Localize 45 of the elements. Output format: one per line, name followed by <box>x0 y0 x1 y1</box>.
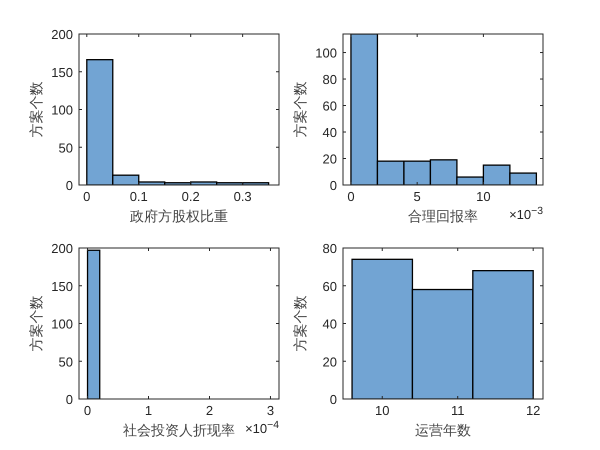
y-tick-label: 80 <box>322 241 337 256</box>
y-tick-label: 100 <box>51 316 73 332</box>
x-tick-label: 0.1 <box>130 189 148 204</box>
x-tick-label: 5 <box>414 189 421 204</box>
x-tick-label: 12 <box>526 403 540 418</box>
y-tick-label: 40 <box>322 316 337 332</box>
y-tick-label: 50 <box>58 354 73 370</box>
text: ×10$^{−3}$ <box>509 206 544 222</box>
x-tick-label: 2 <box>206 403 214 418</box>
y-tick-label: 0 <box>330 392 337 407</box>
x-tick-label: 1 <box>144 403 152 418</box>
y-tick-label: 150 <box>51 278 73 294</box>
x-tick-label: 0 <box>347 189 355 204</box>
y-tick-label: 40 <box>322 125 337 140</box>
y-axis-title: 方案个数 <box>28 82 45 138</box>
y-tick-label: 60 <box>322 278 337 294</box>
y-tick-label: 200 <box>51 241 73 256</box>
x-axis-title: 合理回报率 <box>408 209 478 225</box>
x-tick-label: 0.3 <box>234 189 252 204</box>
y-tick-label: 100 <box>51 102 73 118</box>
y-axis-title: 方案个数 <box>292 82 309 138</box>
x-axis-title: 政府方股权比重 <box>130 209 228 225</box>
y-tick-label: 150 <box>51 64 73 80</box>
x-tick-label: 11 <box>450 403 464 418</box>
x-tick-label: 10 <box>476 189 491 204</box>
text: ×10$^{−4}$ <box>245 420 280 436</box>
y-tick-label: 0 <box>66 392 73 407</box>
y-tick-label: 0 <box>66 178 73 193</box>
y-tick-label: 80 <box>322 72 337 88</box>
y-tick-label: 60 <box>322 98 337 114</box>
y-axis-title: 方案个数 <box>28 296 45 352</box>
x-axis-title: 运营年数 <box>415 423 471 439</box>
y-axis-title: 方案个数 <box>292 296 309 352</box>
x-tick-label: 0 <box>83 189 90 204</box>
y-tick-label: 50 <box>58 140 73 156</box>
x-axis-title: 社会投资人折现率 <box>123 423 235 439</box>
y-tick-label: 20 <box>322 152 337 167</box>
x-tick-label: 0.2 <box>182 189 200 204</box>
x-tick-label: 0 <box>84 403 92 418</box>
y-tick-label: 0 <box>330 178 337 193</box>
x-tick-label: 3 <box>266 403 274 418</box>
y-tick-label: 200 <box>51 27 73 42</box>
x-tick-label: 10 <box>375 403 390 418</box>
y-tick-label: 20 <box>322 354 337 370</box>
y-tick-label: 100 <box>315 46 337 61</box>
